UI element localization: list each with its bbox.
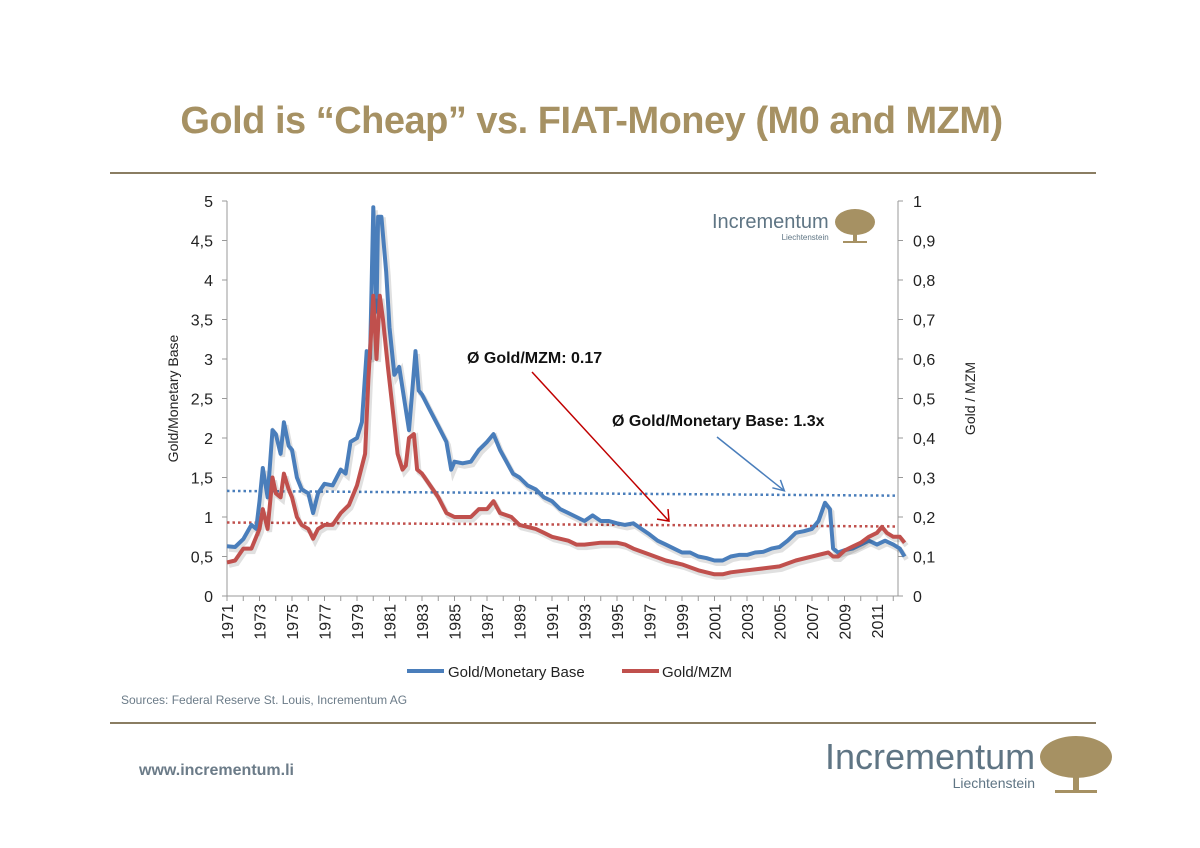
legend-label-gold-mzm: Gold/MZM — [662, 664, 732, 681]
y2-axis-title: Gold / MZM — [962, 362, 978, 435]
y2-tick-label: 0,8 — [913, 273, 935, 290]
y-tick-label: 4 — [204, 273, 213, 290]
x-tick-label: 2007 — [805, 604, 822, 640]
x-tick-label: 1999 — [675, 604, 692, 640]
x-tick-label: 1987 — [480, 604, 497, 640]
y2-tick-label: 0,6 — [913, 352, 935, 369]
y2-tick-label: 0,5 — [913, 392, 935, 409]
x-tick-label: 1971 — [220, 604, 237, 640]
x-tick-label: 1991 — [545, 604, 562, 640]
y-tick-label: 0 — [204, 589, 213, 606]
x-tick-label: 1977 — [318, 604, 335, 640]
x-tick-label: 2001 — [708, 604, 725, 640]
chart-logo: Incrementum Liechtenstein — [712, 207, 877, 247]
y-tick-label: 5 — [204, 194, 213, 211]
title-divider — [110, 172, 1096, 174]
y-tick-label: 1,5 — [191, 471, 213, 488]
y-tick-label: 2 — [204, 431, 213, 448]
oak-tree-icon — [834, 209, 875, 243]
avg-gold-mzm-line — [226, 521, 899, 528]
series-gold-monetary-base — [226, 205, 907, 563]
series-shadow — [228, 210, 909, 566]
chart-logo-sub: Liechtenstein — [781, 233, 829, 242]
annotation-arrow-monetary-base — [716, 436, 785, 492]
y2-tick-label: 0 — [913, 589, 922, 606]
x-tick-label: 1981 — [383, 604, 400, 640]
footer-logo-name: Incrementum — [825, 736, 1036, 777]
y2-tick-label: 0,3 — [913, 471, 935, 488]
chart: 0 0,5 1 1,5 2 2,5 3 3,5 4 4,5 5 0 0,1 0,2 0,3 0,4 0,5 0,6… — [165, 194, 978, 681]
x-tick-label: 1983 — [415, 604, 432, 640]
y-tick-label: 3 — [204, 352, 213, 369]
annotation-avg-mzm: Ø Gold/MZM: 0.17 — [467, 350, 602, 367]
arrow-head-mzm — [656, 509, 670, 522]
arrow-head-monetary-base — [772, 479, 786, 492]
y-tick-label: 2,5 — [191, 392, 213, 409]
footer-divider — [110, 722, 1096, 724]
x-tick-label: 2003 — [740, 604, 757, 640]
x-tick-label: 1989 — [513, 604, 530, 640]
y2-tick-label: 0,1 — [913, 550, 935, 567]
footer-logo: Incrementum Liechtenstein — [825, 733, 1115, 797]
y2-tick-label: 0,7 — [913, 313, 935, 330]
annotation-arrow-mzm — [531, 371, 670, 522]
sources-note: Sources: Federal Reserve St. Louis, Incr… — [121, 693, 408, 707]
annotation-avg-monetary-base: Ø Gold/Monetary Base: 1.3x — [612, 413, 825, 430]
x-tick-label: 1985 — [448, 604, 465, 640]
avg-gold-monetary-base-line — [226, 489, 899, 497]
slide-title: Gold is “Cheap” vs. FIAT-Money (M0 and M… — [180, 100, 1003, 142]
series-gold-mzm — [226, 293, 907, 577]
x-tick-label: 1997 — [643, 604, 660, 640]
oak-tree-icon — [1040, 736, 1113, 793]
x-tick-label: 2005 — [773, 604, 790, 640]
chart-logo-name: Incrementum — [712, 211, 829, 233]
legend-label-gold-monetary-base: Gold/Monetary Base — [448, 664, 585, 681]
x-tick-label: 2009 — [838, 604, 855, 640]
y2-tick-label: 0,2 — [913, 510, 935, 527]
x-tick-label: 1973 — [253, 604, 270, 640]
y-tick-label: 0,5 — [191, 550, 213, 567]
x-tick-label: 2011 — [870, 604, 887, 639]
x-tick-label: 1979 — [350, 604, 367, 640]
y-axis-title: Gold/Monetary Base — [165, 334, 181, 462]
x-tick-label: 1995 — [610, 604, 627, 640]
y2-tick-label: 0,4 — [913, 431, 935, 448]
website-link[interactable]: www.incrementum.li — [139, 762, 294, 779]
footer-logo-sub: Liechtenstein — [952, 775, 1036, 791]
y2-tick-label: 0,9 — [913, 234, 935, 251]
y-tick-label: 4,5 — [191, 234, 213, 251]
y2-tick-label: 1 — [913, 194, 922, 211]
y-tick-label: 1 — [204, 510, 213, 527]
y-tick-label: 3,5 — [191, 313, 213, 330]
x-tick-label: 1993 — [578, 604, 595, 640]
x-tick-label: 1975 — [285, 604, 302, 640]
